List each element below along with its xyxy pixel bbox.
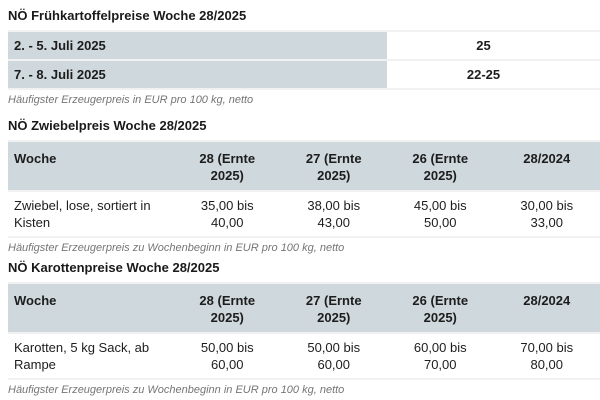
header-woche: Woche bbox=[8, 140, 174, 192]
price-cell: 35,00 bis 40,00 bbox=[174, 191, 281, 238]
product-label-cell: Karotten, 5 kg Sack, ab Rampe bbox=[8, 333, 174, 380]
price-cell: 50,00 bis 60,00 bbox=[280, 333, 387, 380]
table-header-row: Woche 28 (Ernte 2025) 27 (Ernte 2025) 26… bbox=[8, 282, 600, 334]
section-title: NÖ Frühkartoffelpreise Woche 28/2025 bbox=[8, 8, 247, 23]
product-label-cell: Zwiebel, lose, sortiert in Kisten bbox=[8, 191, 174, 238]
price-cell: 38,00 bis 43,00 bbox=[280, 191, 387, 238]
header-week-28-ernte-2025: 28 (Ernte 2025) bbox=[174, 140, 281, 192]
price-cell: 60,00 bis 70,00 bbox=[387, 333, 494, 380]
header-woche: Woche bbox=[8, 282, 174, 334]
footnote: Häufigster Erzeugerpreis in EUR pro 100 … bbox=[8, 94, 254, 106]
fruehkartoffel-price-table: 2. - 5. Juli 2025 25 7. - 8. Juli 2025 2… bbox=[8, 30, 600, 90]
header-week-26-ernte-2025: 26 (Ernte 2025) bbox=[387, 140, 494, 192]
section-zwiebelpreis: NÖ Zwiebelpreis Woche 28/2025 Woche 28 (… bbox=[8, 118, 600, 255]
price-value-cell: 25 bbox=[387, 30, 600, 61]
table-row: Karotten, 5 kg Sack, ab Rampe 50,00 bis … bbox=[8, 333, 600, 380]
price-cell: 50,00 bis 60,00 bbox=[174, 333, 281, 380]
page: NÖ Frühkartoffelpreise Woche 28/2025 2. … bbox=[8, 8, 600, 397]
section-title: NÖ Zwiebelpreis Woche 28/2025 bbox=[8, 118, 207, 133]
section-title: NÖ Karottenpreise Woche 28/2025 bbox=[8, 260, 220, 275]
price-cell: 70,00 bis 80,00 bbox=[493, 333, 600, 380]
table-header-row: Woche 28 (Ernte 2025) 27 (Ernte 2025) 26… bbox=[8, 140, 600, 192]
header-week-28-ernte-2025: 28 (Ernte 2025) bbox=[174, 282, 281, 334]
table-row: 7. - 8. Juli 2025 22-25 bbox=[8, 60, 600, 90]
header-week-27-ernte-2025: 27 (Ernte 2025) bbox=[280, 140, 387, 192]
price-value-cell: 22-25 bbox=[387, 60, 600, 90]
price-cell: 30,00 bis 33,00 bbox=[493, 191, 600, 238]
header-week-28-2024: 28/2024 bbox=[493, 282, 600, 334]
header-week-28-2024: 28/2024 bbox=[493, 140, 600, 192]
date-range-cell: 7. - 8. Juli 2025 bbox=[8, 60, 387, 90]
date-range-cell: 2. - 5. Juli 2025 bbox=[8, 30, 387, 61]
header-week-27-ernte-2025: 27 (Ernte 2025) bbox=[280, 282, 387, 334]
section-fruehkartoffelpreise: NÖ Frühkartoffelpreise Woche 28/2025 2. … bbox=[8, 8, 600, 107]
footnote: Häufigster Erzeugerpreis zu Wochenbeginn… bbox=[8, 242, 345, 254]
header-week-26-ernte-2025: 26 (Ernte 2025) bbox=[387, 282, 494, 334]
table-row: Zwiebel, lose, sortiert in Kisten 35,00 … bbox=[8, 191, 600, 238]
table-row: 2. - 5. Juli 2025 25 bbox=[8, 30, 600, 61]
price-cell: 45,00 bis 50,00 bbox=[387, 191, 494, 238]
footnote: Häufigster Erzeugerpreis zu Wochenbeginn… bbox=[8, 384, 345, 396]
section-karottenpreise: NÖ Karottenpreise Woche 28/2025 Woche 28… bbox=[8, 260, 600, 397]
karotten-price-table: Woche 28 (Ernte 2025) 27 (Ernte 2025) 26… bbox=[8, 282, 600, 380]
zwiebel-price-table: Woche 28 (Ernte 2025) 27 (Ernte 2025) 26… bbox=[8, 140, 600, 238]
